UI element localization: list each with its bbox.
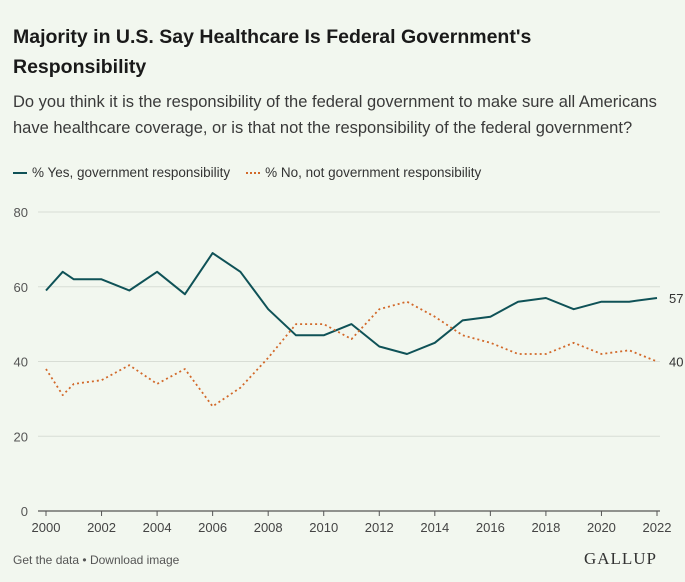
get-data-link[interactable]: Get the data bbox=[13, 553, 80, 567]
y-tick-label: 0 bbox=[21, 504, 28, 519]
x-tick-label: 2008 bbox=[254, 520, 283, 535]
line-chart: 0 20 40 60 80 2000 2002 2004 2006 2008 2010 2012 201… bbox=[14, 205, 684, 535]
x-tick-label: 2000 bbox=[32, 520, 61, 535]
x-tick-label: 2010 bbox=[309, 520, 338, 535]
x-tick-label: 2004 bbox=[143, 520, 172, 535]
gallup-logo: GALLUP bbox=[583, 549, 657, 568]
series-line-yes[interactable] bbox=[45, 252, 658, 355]
end-label-yes: 57 bbox=[669, 291, 683, 306]
chart-subtitle: Do you think it is the responsibility of… bbox=[13, 93, 657, 137]
footer: Get the data • Download image bbox=[13, 553, 179, 567]
x-tick-label: 2006 bbox=[198, 520, 227, 535]
y-tick-label: 20 bbox=[14, 429, 28, 444]
download-image-link[interactable]: Download image bbox=[89, 553, 180, 567]
y-tick-label: 80 bbox=[14, 205, 28, 220]
y-tick-label: 40 bbox=[14, 355, 28, 370]
legend: % Yes, government responsibility % No, n… bbox=[13, 165, 497, 180]
chart-title: Majority in U.S. Say Healthcare Is Feder… bbox=[13, 26, 532, 78]
legend-label-no: % No, not government responsibility bbox=[265, 165, 482, 180]
legend-label-yes: % Yes, government responsibility bbox=[32, 165, 231, 180]
x-tick-label: 2020 bbox=[587, 520, 616, 535]
x-tick-label: 2014 bbox=[420, 520, 449, 535]
x-tick-label: 2022 bbox=[643, 520, 672, 535]
x-tick-label: 2012 bbox=[365, 520, 394, 535]
x-tick-label: 2016 bbox=[476, 520, 505, 535]
end-label-no: 40 bbox=[669, 355, 683, 370]
legend-swatch-no bbox=[246, 171, 261, 174]
x-tick-label: 2018 bbox=[531, 520, 560, 535]
legend-item-yes[interactable]: % Yes, government responsibility bbox=[13, 165, 230, 180]
y-tick-label: 60 bbox=[14, 280, 28, 295]
x-tick-label: 2002 bbox=[87, 520, 116, 535]
legend-item-no[interactable]: % No, not government responsibility bbox=[246, 165, 481, 180]
footer-separator: • bbox=[82, 553, 87, 567]
legend-swatch-yes bbox=[13, 171, 27, 174]
series-line-no[interactable] bbox=[45, 300, 658, 408]
